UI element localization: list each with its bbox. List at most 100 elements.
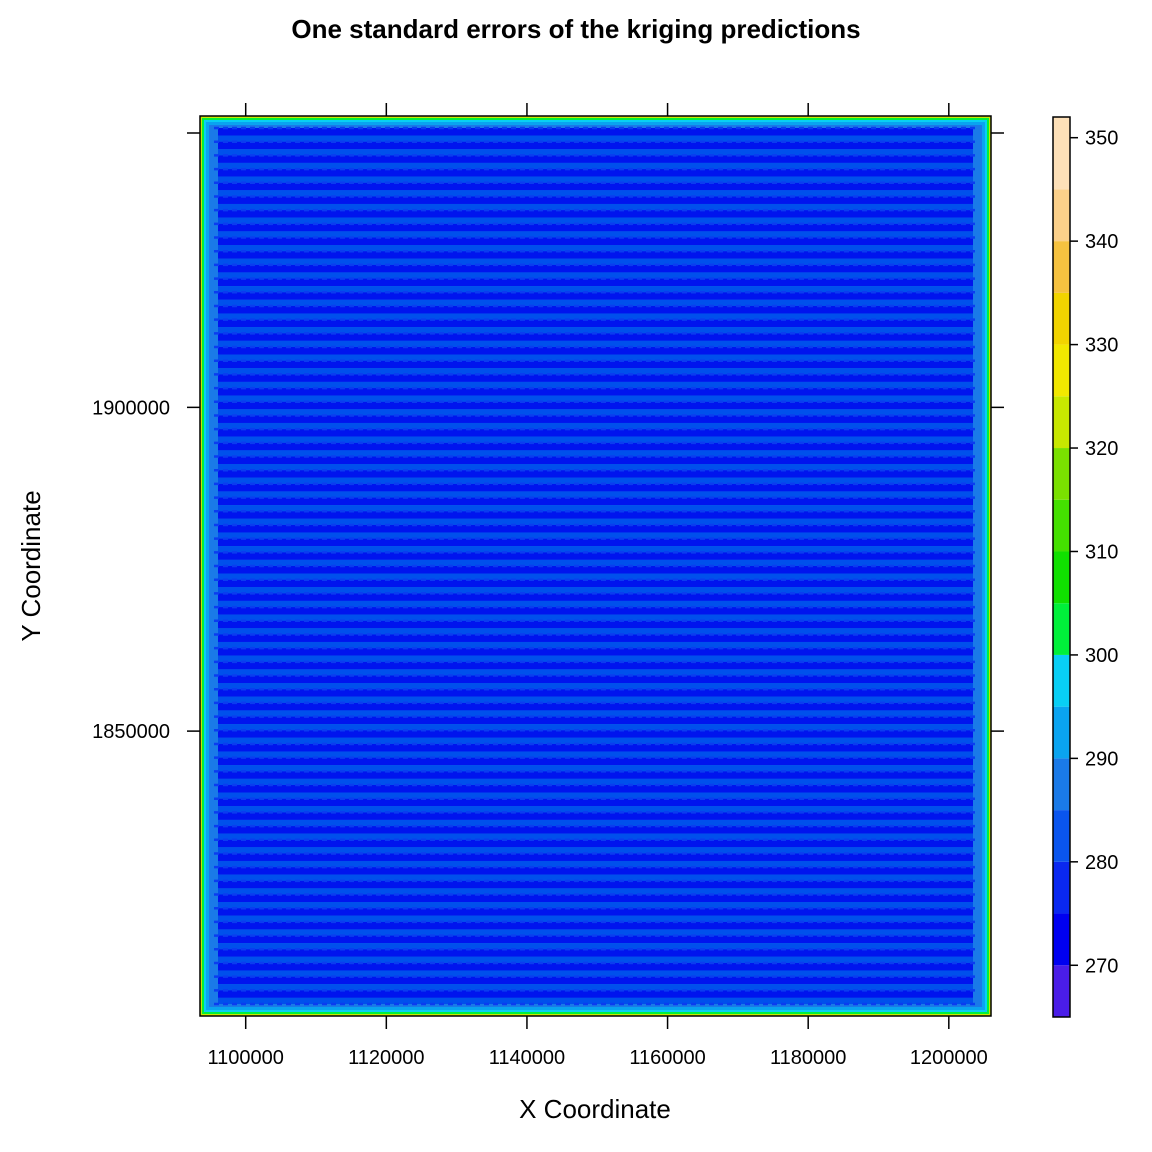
field-band-high xyxy=(218,847,973,854)
chart-title: One standard errors of the kriging predi… xyxy=(291,14,860,44)
field-band-low xyxy=(218,894,973,903)
field-band-low xyxy=(218,826,973,834)
field-band-high xyxy=(218,833,973,840)
field-band-high xyxy=(218,190,973,197)
field-band-high xyxy=(218,450,973,457)
y-axis: 1850000 1900000 xyxy=(92,132,1004,743)
color-key-tick-label: 330 xyxy=(1085,335,1118,357)
field-band-high xyxy=(218,354,973,361)
field-band-low xyxy=(218,552,973,560)
field-band-low xyxy=(218,401,973,410)
field-band-low xyxy=(218,648,973,656)
field-band-high xyxy=(218,135,973,142)
field-band-high xyxy=(218,997,973,1004)
field-band-low xyxy=(218,990,973,998)
field-band-low xyxy=(218,223,973,232)
field-band-low xyxy=(218,743,973,752)
y-tick-label: 1900000 xyxy=(92,397,170,419)
field-band-low xyxy=(218,757,973,766)
field-band-high xyxy=(218,327,973,334)
field-band-low xyxy=(218,921,973,930)
field-band-high xyxy=(218,258,973,265)
field-band-high xyxy=(218,956,973,963)
x-axis-label: X Coordinate xyxy=(519,1094,671,1124)
plot-frame xyxy=(199,115,992,1017)
color-key-band xyxy=(1053,241,1070,293)
field-band-low xyxy=(218,880,973,889)
color-key-tick-label: 340 xyxy=(1085,231,1118,253)
field-band-high xyxy=(218,422,973,430)
field-band-high xyxy=(218,546,973,553)
field-band-high xyxy=(218,409,973,416)
color-key-band xyxy=(1053,448,1070,500)
color-key-band xyxy=(1053,344,1070,397)
plot-field xyxy=(200,116,991,1016)
field-band-high xyxy=(218,464,973,471)
field-band-high xyxy=(218,518,973,525)
color-key-band xyxy=(1053,603,1070,655)
field-band-high xyxy=(218,313,973,320)
field-band-high xyxy=(218,902,973,909)
field-band-high xyxy=(218,984,973,991)
field-band-low xyxy=(218,689,973,697)
field-band-low xyxy=(218,538,973,547)
field-band-high xyxy=(218,724,973,731)
field-band-high xyxy=(218,778,973,785)
field-band-high xyxy=(218,368,973,375)
color-key-band xyxy=(1053,654,1070,707)
field-band-high xyxy=(218,477,973,484)
field-band-low xyxy=(218,524,973,533)
field-band-high xyxy=(218,792,973,799)
field-band-high xyxy=(218,491,973,498)
field-band-low xyxy=(218,210,973,218)
field-band-low xyxy=(218,292,973,300)
field-band-low xyxy=(218,716,973,725)
field-band-low xyxy=(218,497,973,506)
field-band-low xyxy=(218,237,973,246)
field-band-high xyxy=(218,614,973,621)
field-band-low xyxy=(218,182,973,191)
x-tick-label: 1180000 xyxy=(770,1047,846,1069)
color-key-band xyxy=(1053,396,1070,449)
field-band-low xyxy=(218,251,973,259)
field-band-low xyxy=(218,319,973,328)
field-band-low xyxy=(218,415,973,423)
field-band-low xyxy=(218,702,973,711)
field-band-low xyxy=(218,347,973,355)
field-band-high xyxy=(218,532,973,539)
field-band-high xyxy=(218,505,973,512)
field-band-high xyxy=(218,710,973,717)
field-band-high xyxy=(218,970,973,977)
field-band-high xyxy=(218,943,973,950)
color-key-band xyxy=(1053,861,1070,914)
field-band-low xyxy=(218,333,973,341)
field-band-low xyxy=(218,853,973,861)
field-band-low xyxy=(218,661,973,670)
field-band-high xyxy=(218,559,973,566)
field-band-low xyxy=(218,785,973,793)
field-band-high xyxy=(218,162,973,170)
x-tick-label: 1200000 xyxy=(910,1047,988,1069)
field-band-low xyxy=(218,429,973,437)
field-band-high xyxy=(218,641,973,649)
field-band-high xyxy=(218,395,973,402)
color-key-tick-label: 290 xyxy=(1085,748,1118,770)
color-key-tick-label: 350 xyxy=(1085,128,1118,150)
field-band-low xyxy=(218,442,973,451)
color-key-tick-label: 280 xyxy=(1085,852,1118,874)
field-band-low xyxy=(218,374,973,382)
field-band-low xyxy=(218,634,973,642)
color-key-band xyxy=(1053,189,1070,242)
y-tick-label: 1850000 xyxy=(92,721,170,743)
field-band-low xyxy=(218,579,973,588)
field-band-high xyxy=(218,245,973,252)
field-band-high xyxy=(218,929,973,936)
field-band-low xyxy=(218,155,973,163)
field-band-low xyxy=(218,360,973,369)
color-key-band xyxy=(1053,913,1070,966)
field-band-low xyxy=(218,908,973,916)
field-band-low xyxy=(218,730,973,738)
field-band-low xyxy=(218,169,973,177)
color-key-band xyxy=(1053,292,1070,345)
